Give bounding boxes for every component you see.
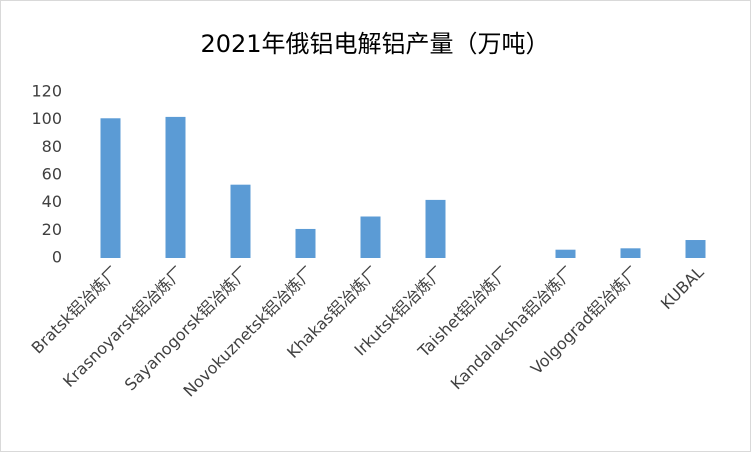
chart-title: 2021年俄铝电解铝产量（万吨）: [200, 30, 549, 58]
y-tick-label: 120: [31, 82, 62, 101]
y-tick-label: 60: [42, 165, 62, 184]
bar: [555, 249, 576, 258]
y-tick-label: 20: [42, 220, 62, 239]
bar: [620, 248, 641, 258]
bar: [100, 118, 121, 259]
bar: [230, 184, 251, 258]
bar: [425, 199, 446, 258]
y-tick-label: 0: [52, 248, 62, 267]
y-tick-label: 80: [42, 137, 62, 156]
y-tick-label: 100: [31, 109, 62, 128]
bar: [295, 228, 316, 258]
bar: [685, 240, 706, 258]
bar: [165, 116, 186, 259]
y-tick-label: 40: [42, 192, 62, 211]
bar: [360, 216, 381, 258]
